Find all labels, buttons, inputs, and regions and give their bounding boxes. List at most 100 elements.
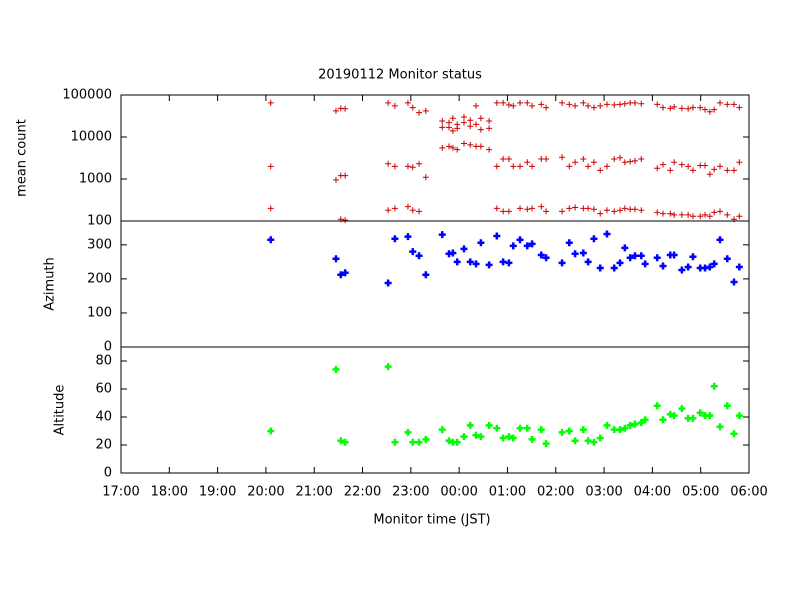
data-point xyxy=(565,239,573,247)
x-tick-label: 01:00 xyxy=(489,485,526,500)
data-point xyxy=(505,208,512,215)
data-point xyxy=(472,260,480,268)
data-point xyxy=(523,424,531,432)
data-point xyxy=(404,203,411,210)
data-point xyxy=(621,205,628,212)
data-point xyxy=(341,269,349,277)
data-point xyxy=(477,115,484,122)
data-point xyxy=(460,140,467,147)
data-point xyxy=(671,159,678,166)
data-point xyxy=(499,434,507,442)
data-point xyxy=(538,101,545,108)
data-point xyxy=(493,232,501,240)
data-point xyxy=(391,235,399,243)
data-point xyxy=(415,252,423,260)
data-point xyxy=(510,163,517,170)
data-point xyxy=(702,106,709,113)
data-point xyxy=(621,244,629,252)
data-point xyxy=(678,266,686,274)
data-point xyxy=(689,167,696,174)
data-point xyxy=(438,426,446,434)
data-point xyxy=(477,143,484,150)
data-point xyxy=(611,101,618,108)
data-point xyxy=(542,254,550,262)
data-point xyxy=(524,99,531,106)
data-point xyxy=(638,155,645,162)
data-point xyxy=(584,258,592,266)
data-point xyxy=(467,123,474,130)
data-point xyxy=(621,159,628,166)
data-point xyxy=(267,99,274,106)
data-point xyxy=(409,207,416,214)
data-point xyxy=(637,419,645,427)
data-point xyxy=(735,412,743,420)
x-tick-label: 20:00 xyxy=(247,485,284,500)
data-point xyxy=(485,261,493,269)
data-point xyxy=(505,101,512,108)
data-point xyxy=(453,258,461,266)
y-tick-label: 60 xyxy=(95,382,112,397)
data-point xyxy=(697,104,704,111)
data-point xyxy=(439,124,446,131)
data-point xyxy=(446,124,453,131)
data-point xyxy=(723,255,731,263)
data-point xyxy=(596,264,604,272)
data-point xyxy=(653,402,661,410)
data-point xyxy=(486,146,493,153)
data-point xyxy=(735,263,743,271)
y-tick-label: 300 xyxy=(87,237,112,252)
data-point xyxy=(529,205,536,212)
data-point xyxy=(717,99,724,106)
data-point xyxy=(524,159,531,166)
data-point xyxy=(716,236,724,244)
data-point xyxy=(611,155,618,162)
data-point xyxy=(493,163,500,170)
data-point xyxy=(516,424,524,432)
data-point xyxy=(717,163,724,170)
data-point xyxy=(385,160,392,167)
data-point xyxy=(617,154,624,161)
data-point xyxy=(416,109,423,116)
data-point xyxy=(671,211,678,218)
data-point xyxy=(500,208,507,215)
data-point xyxy=(267,236,275,244)
data-point xyxy=(559,154,566,161)
data-point xyxy=(517,163,524,170)
data-point xyxy=(409,164,416,171)
data-point xyxy=(391,163,398,170)
y-tick-label: 100000 xyxy=(62,88,112,103)
data-point xyxy=(706,171,713,178)
data-point xyxy=(590,438,598,446)
data-point xyxy=(486,125,493,132)
data-point xyxy=(654,165,661,172)
data-point xyxy=(500,155,507,162)
x-tick-label: 17:00 xyxy=(102,485,139,500)
plot-frame xyxy=(120,220,750,348)
data-point xyxy=(571,250,579,258)
data-point xyxy=(579,426,587,434)
x-tick-label: 04:00 xyxy=(634,485,671,500)
data-point xyxy=(543,155,550,162)
data-point xyxy=(597,210,604,217)
data-point xyxy=(696,409,704,417)
y-axis-label: mean count xyxy=(15,119,30,197)
data-point xyxy=(597,102,604,109)
data-point xyxy=(529,102,536,109)
data-point xyxy=(685,163,692,170)
y-tick-label: 100 xyxy=(87,305,112,320)
data-point xyxy=(332,107,339,114)
data-point xyxy=(660,161,667,168)
data-point xyxy=(730,278,738,286)
data-point xyxy=(523,242,531,250)
data-point xyxy=(391,438,399,446)
data-point xyxy=(342,217,349,224)
y-tick-label: 200 xyxy=(87,271,112,286)
data-point xyxy=(342,172,349,179)
data-point xyxy=(572,204,579,211)
data-point xyxy=(666,410,674,418)
data-point xyxy=(460,433,468,441)
data-point xyxy=(510,102,517,109)
data-point xyxy=(585,205,592,212)
y-tick-label: 100 xyxy=(87,214,112,229)
y-tick-label: 0 xyxy=(104,340,112,355)
